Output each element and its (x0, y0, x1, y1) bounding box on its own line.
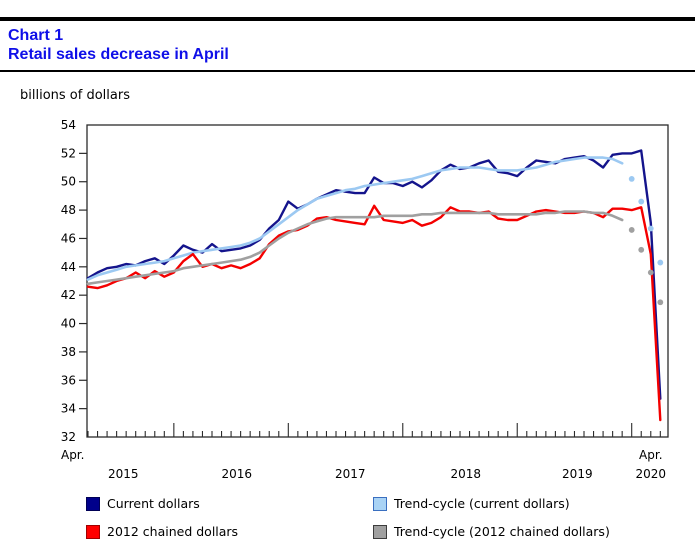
series-dot-trend-cycle-current-dollars (628, 175, 635, 182)
legend-swatch-chained-dollars (86, 524, 100, 539)
series-dot-trend-cycle-2012-chained-dollars (628, 227, 635, 233)
plot-border (86, 124, 669, 438)
x-month-label: Apr. (639, 448, 662, 462)
legend-item-trend-chained: Trend-cycle (2012 chained dollars) (373, 524, 610, 539)
legend-swatch-current-dollars (86, 496, 100, 511)
y-tick-label: 52 (61, 146, 76, 160)
series-line-current-dollars (86, 149, 662, 400)
y-tick-label: 44 (61, 260, 76, 274)
x-month-label: Apr. (61, 448, 84, 462)
x-year-label: 2017 (335, 467, 366, 481)
y-tick-label: 38 (61, 345, 76, 359)
legend-item-current-dollars: Current dollars (86, 496, 200, 511)
chart-plot: 32 34 36 38 40 42 44 46 48 50 52 54 Apr. Apr. 2015 2016… (61, 118, 669, 481)
title-divider (0, 70, 695, 72)
series-line-trend-cycle-current-dollars (86, 156, 624, 281)
chart-number: Chart 1 (8, 27, 64, 44)
y-tick-label: 40 (61, 317, 76, 331)
legend-label: Trend-cycle (2012 chained dollars) (394, 524, 610, 539)
series-dot-trend-cycle-2012-chained-dollars (647, 269, 654, 276)
legend-label: Current dollars (107, 496, 200, 511)
series-dot-trend-cycle-current-dollars (638, 198, 645, 205)
legend-label: Trend-cycle (current dollars) (394, 496, 570, 511)
top-divider (0, 17, 695, 21)
legend-item-trend-current: Trend-cycle (current dollars) (373, 496, 570, 511)
y-tick-label: 36 (61, 373, 76, 387)
series-line-trend-cycle-2012-chained-dollars (86, 210, 624, 286)
y-tick-label: 42 (61, 288, 76, 302)
chart-title: Retail sales decrease in April (8, 46, 229, 63)
y-axis-unit-label: billions of dollars (20, 88, 130, 103)
series-dot-trend-cycle-2012-chained-dollars (657, 299, 664, 306)
legend-label: 2012 chained dollars (107, 524, 239, 539)
series-line-2012-chained-dollars (86, 204, 662, 422)
y-tick-label: 32 (61, 430, 76, 444)
series-dot-trend-cycle-2012-chained-dollars (638, 246, 645, 253)
series-dot-trend-cycle-current-dollars (647, 225, 654, 232)
y-tick-label: 34 (61, 402, 76, 416)
y-tick-label: 48 (61, 203, 76, 217)
chart-header: Chart 1 Retail sales decrease in April (8, 26, 229, 64)
x-year-label: 2018 (450, 467, 481, 481)
legend-swatch-trend-chained (373, 524, 387, 539)
y-tick-label: 54 (61, 118, 76, 132)
x-year-label: 2015 (108, 467, 139, 481)
legend-swatch-trend-current (373, 496, 387, 511)
x-year-label: 2016 (222, 467, 253, 481)
legend-item-chained-dollars: 2012 chained dollars (86, 524, 238, 539)
y-tick-label: 46 (61, 231, 76, 245)
y-tick-label: 50 (61, 175, 76, 189)
x-year-label: 2019 (562, 467, 593, 481)
x-year-label: 2020 (636, 467, 667, 481)
series-dot-trend-cycle-current-dollars (657, 259, 664, 266)
